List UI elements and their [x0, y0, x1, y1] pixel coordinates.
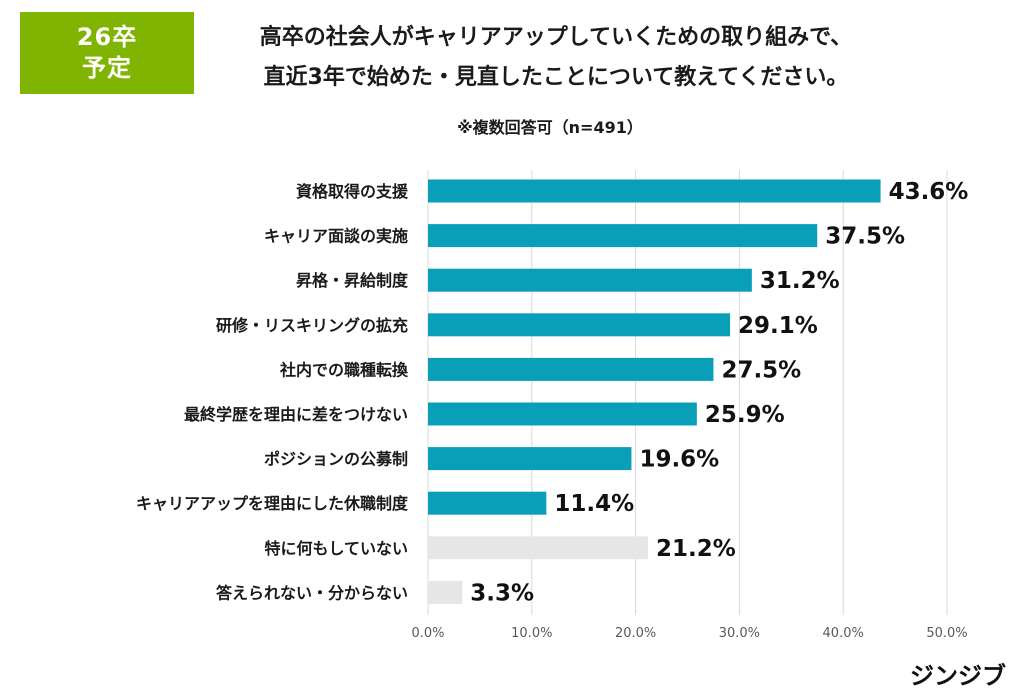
- x-tick-label: 40.0%: [823, 626, 864, 641]
- value-label: 37.5%: [825, 224, 905, 250]
- title-line2: 直近3年で始めた・見直したことについて教えてください。: [263, 65, 849, 90]
- chart-subtitle: ※複数回答可（n=491）: [457, 118, 643, 137]
- category-label: 資格取得の支援: [296, 182, 409, 201]
- value-label: 11.4%: [554, 491, 634, 517]
- x-tick-label: 10.0%: [511, 626, 552, 641]
- brand-logo: ジンジブ: [910, 662, 1006, 690]
- x-tick-label: 30.0%: [719, 626, 760, 641]
- category-label: 答えられない・分からない: [216, 583, 408, 602]
- bar: [428, 491, 547, 515]
- bar: [428, 402, 697, 426]
- value-label: 29.1%: [738, 313, 818, 339]
- bar: [428, 580, 463, 604]
- value-label: 31.2%: [760, 268, 840, 294]
- x-tick-label: 20.0%: [615, 626, 656, 641]
- bar: [428, 357, 714, 381]
- chart-title: 高卒の社会人がキャリアアップしていくための取り組みで、 直近3年で始めた・見直し…: [206, 18, 906, 98]
- category-label: 最終学歴を理由に差をつけない: [184, 405, 408, 424]
- title-line1: 高卒の社会人がキャリアアップしていくための取り組みで、: [259, 25, 853, 50]
- category-label: ポジションの公募制: [264, 450, 408, 469]
- bar: [428, 536, 649, 560]
- x-tick-label: 50.0%: [926, 626, 967, 641]
- value-label: 27.5%: [721, 357, 801, 383]
- bar: [428, 313, 731, 337]
- category-label: 研修・リスキリングの拡充: [216, 316, 408, 335]
- bar: [428, 179, 881, 203]
- bar-chart: 0.0% 10.0% 20.0% 30.0% 40.0% 50.0% 資格取得の支援 43.6…: [136, 170, 969, 641]
- bar: [428, 447, 632, 471]
- value-label: 43.6%: [889, 179, 969, 205]
- value-label: 21.2%: [656, 536, 736, 562]
- category-label: キャリア面談の実施: [264, 227, 408, 246]
- badge-line1: 26卒: [76, 23, 138, 51]
- category-label: キャリアアップを理由にした休職制度: [136, 494, 409, 513]
- value-label: 3.3%: [470, 580, 534, 606]
- bar: [428, 268, 752, 292]
- x-tick-label: 0.0%: [411, 626, 444, 641]
- value-label: 25.9%: [705, 402, 785, 428]
- badge-line2: 予定: [82, 54, 132, 82]
- category-label: 社内での職種転換: [279, 360, 409, 379]
- badge: 26卒 予定: [20, 12, 194, 94]
- value-label: 19.6%: [639, 447, 719, 473]
- category-label: 特に何もしていない: [264, 539, 408, 558]
- category-label: 昇格・昇給制度: [296, 271, 409, 290]
- bar: [428, 224, 818, 248]
